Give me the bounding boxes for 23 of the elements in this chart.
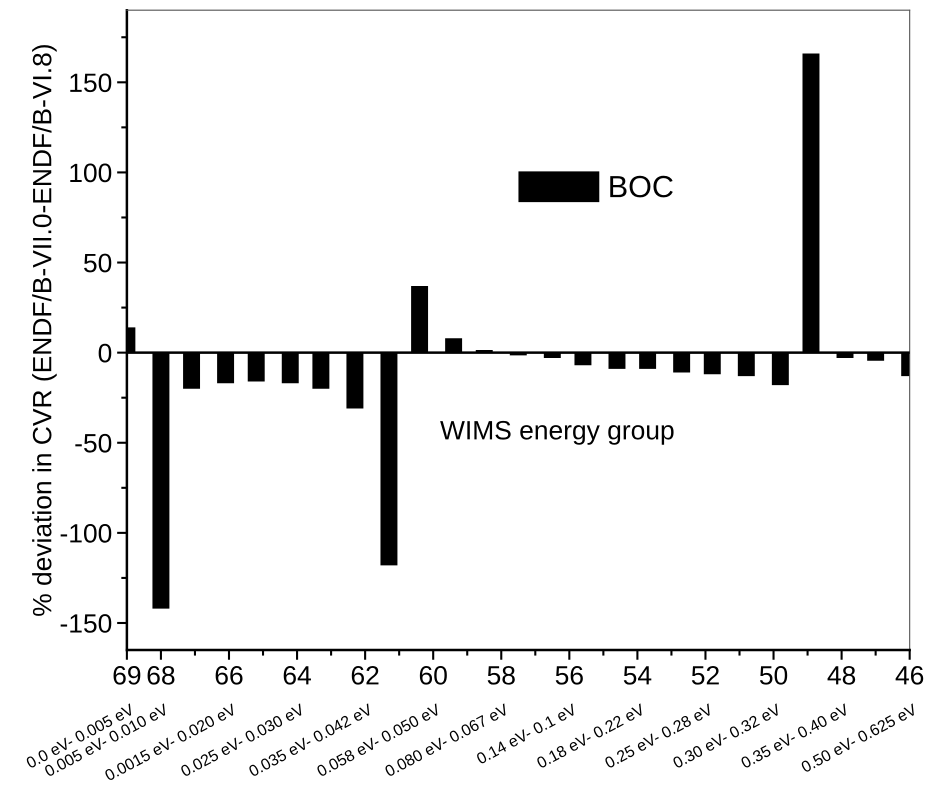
y-tick-label: -50	[75, 434, 112, 453]
y-axis-title: % deviation in CVR (ENDF/B-VII.0-ENDF/B-VI.8)	[32, 45, 57, 616]
x-tick-label: 66	[216, 666, 243, 685]
y-tick-label: 100	[70, 164, 112, 182]
y-tick-label: 150	[70, 73, 112, 92]
y-tick-label: -150	[60, 614, 112, 633]
x-tick-label: 64	[284, 666, 311, 685]
y-tick-label: 0	[98, 344, 112, 362]
x-axis-title: WIMS energy group	[440, 420, 674, 445]
x-tick-label: 68	[148, 666, 174, 685]
x-tick-label: 60	[420, 666, 447, 685]
x-tick-label: 46	[896, 666, 924, 685]
x-tick-label: 48	[828, 666, 856, 685]
y-tick-label: 50	[84, 254, 112, 272]
x-tick-label: 50	[760, 666, 788, 685]
x-tick-label: 52	[692, 666, 719, 685]
y-tick-label: -100	[60, 524, 112, 543]
x-tick-label: 54	[624, 666, 652, 685]
x-tick-label: 69	[114, 666, 140, 685]
x-tick-label: 58	[488, 666, 515, 685]
legend-label: BOC	[610, 176, 673, 198]
x-tick-label: 62	[352, 666, 378, 685]
x-tick-label: 56	[556, 666, 583, 685]
